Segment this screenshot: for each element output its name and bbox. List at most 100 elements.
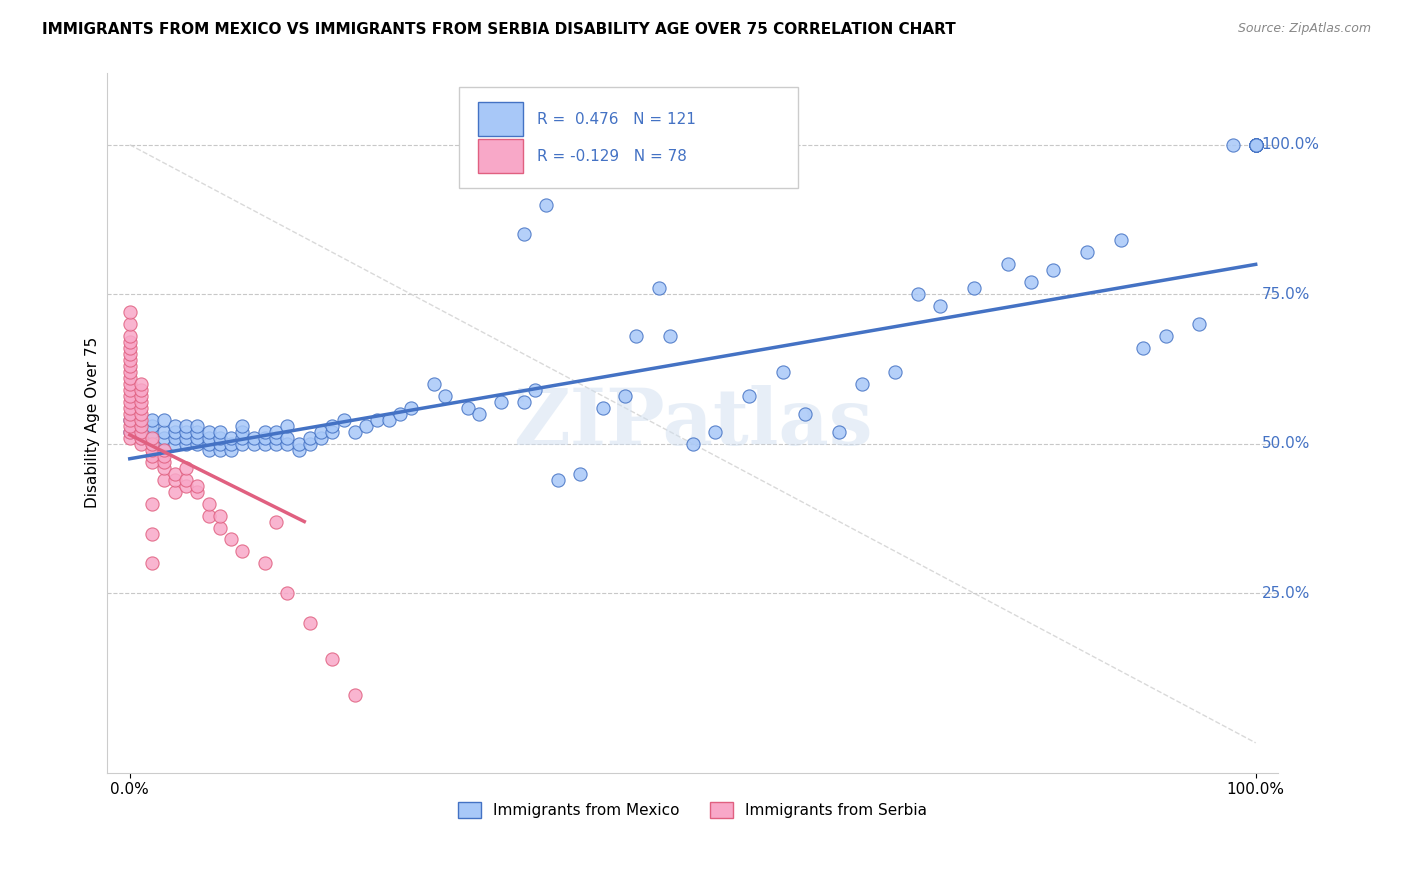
Point xyxy=(242,437,264,451)
Y-axis label: Disability Age Over 75: Disability Age Over 75 xyxy=(86,337,100,508)
Point xyxy=(536,197,558,211)
Point xyxy=(1244,137,1267,152)
Point xyxy=(1244,137,1267,152)
Point xyxy=(208,508,231,523)
Point xyxy=(614,389,637,403)
Point xyxy=(423,376,446,391)
Point xyxy=(929,299,952,313)
Point xyxy=(457,401,479,415)
Point xyxy=(174,425,197,439)
Point xyxy=(547,473,569,487)
Point xyxy=(129,395,152,409)
Text: 100.0%: 100.0% xyxy=(1261,137,1320,153)
Point xyxy=(1244,137,1267,152)
Point xyxy=(174,473,197,487)
FancyBboxPatch shape xyxy=(478,103,523,136)
Point xyxy=(253,431,276,445)
Point xyxy=(1244,137,1267,152)
Point xyxy=(118,376,141,391)
Point xyxy=(231,418,253,433)
Point xyxy=(1132,341,1154,355)
Point xyxy=(738,389,761,403)
Point xyxy=(174,478,197,492)
Point xyxy=(264,515,287,529)
Point xyxy=(152,473,174,487)
Point xyxy=(129,437,152,451)
Text: R =  0.476   N = 121: R = 0.476 N = 121 xyxy=(537,112,696,128)
Point xyxy=(141,557,163,571)
Point xyxy=(219,442,242,457)
Point xyxy=(141,526,163,541)
Point xyxy=(343,425,366,439)
Point xyxy=(276,437,298,451)
Text: IMMIGRANTS FROM MEXICO VS IMMIGRANTS FROM SERBIA DISABILITY AGE OVER 75 CORRELAT: IMMIGRANTS FROM MEXICO VS IMMIGRANTS FRO… xyxy=(42,22,956,37)
Point xyxy=(1222,137,1244,152)
Point xyxy=(129,401,152,415)
Point xyxy=(468,407,491,421)
Point xyxy=(208,425,231,439)
Legend: Immigrants from Mexico, Immigrants from Serbia: Immigrants from Mexico, Immigrants from … xyxy=(451,797,934,824)
Point xyxy=(377,413,399,427)
Point xyxy=(141,497,163,511)
Point xyxy=(163,467,186,481)
Point xyxy=(141,437,163,451)
Point xyxy=(174,418,197,433)
Point xyxy=(264,437,287,451)
Point xyxy=(794,407,817,421)
Point xyxy=(1109,234,1132,248)
Point xyxy=(152,449,174,463)
Point xyxy=(197,431,219,445)
Point xyxy=(118,353,141,368)
Point xyxy=(186,484,208,499)
Point xyxy=(118,341,141,355)
Point xyxy=(626,329,648,343)
Point xyxy=(1244,137,1267,152)
Point xyxy=(129,383,152,397)
Point xyxy=(152,460,174,475)
Point xyxy=(1042,263,1064,277)
Point xyxy=(208,520,231,534)
Point xyxy=(141,418,163,433)
Point xyxy=(1244,137,1267,152)
Point xyxy=(174,437,197,451)
Point xyxy=(118,418,141,433)
Text: 50.0%: 50.0% xyxy=(1261,436,1310,451)
Point xyxy=(163,431,186,445)
Point xyxy=(264,425,287,439)
Point xyxy=(129,413,152,427)
Point xyxy=(118,317,141,331)
Point xyxy=(1244,137,1267,152)
Point xyxy=(659,329,682,343)
Point xyxy=(129,407,152,421)
Point xyxy=(141,431,163,445)
Point xyxy=(884,365,907,379)
Point xyxy=(163,437,186,451)
Point xyxy=(118,335,141,350)
Point xyxy=(186,478,208,492)
Point xyxy=(197,437,219,451)
Point xyxy=(569,467,592,481)
Point xyxy=(772,365,794,379)
Point xyxy=(197,442,219,457)
Point xyxy=(118,407,141,421)
Point xyxy=(332,413,354,427)
Point xyxy=(129,425,152,439)
Point xyxy=(219,431,242,445)
Point xyxy=(118,413,141,427)
Point xyxy=(197,425,219,439)
Point xyxy=(231,425,253,439)
Point xyxy=(129,431,152,445)
Point xyxy=(253,557,276,571)
Point xyxy=(287,437,309,451)
Point xyxy=(129,389,152,403)
Point xyxy=(152,455,174,469)
Point xyxy=(682,437,704,451)
Point xyxy=(851,376,873,391)
Point xyxy=(208,442,231,457)
Point xyxy=(1244,137,1267,152)
Point xyxy=(1188,317,1211,331)
Point xyxy=(963,281,986,295)
Point xyxy=(219,533,242,547)
Point xyxy=(163,473,186,487)
Point xyxy=(118,365,141,379)
